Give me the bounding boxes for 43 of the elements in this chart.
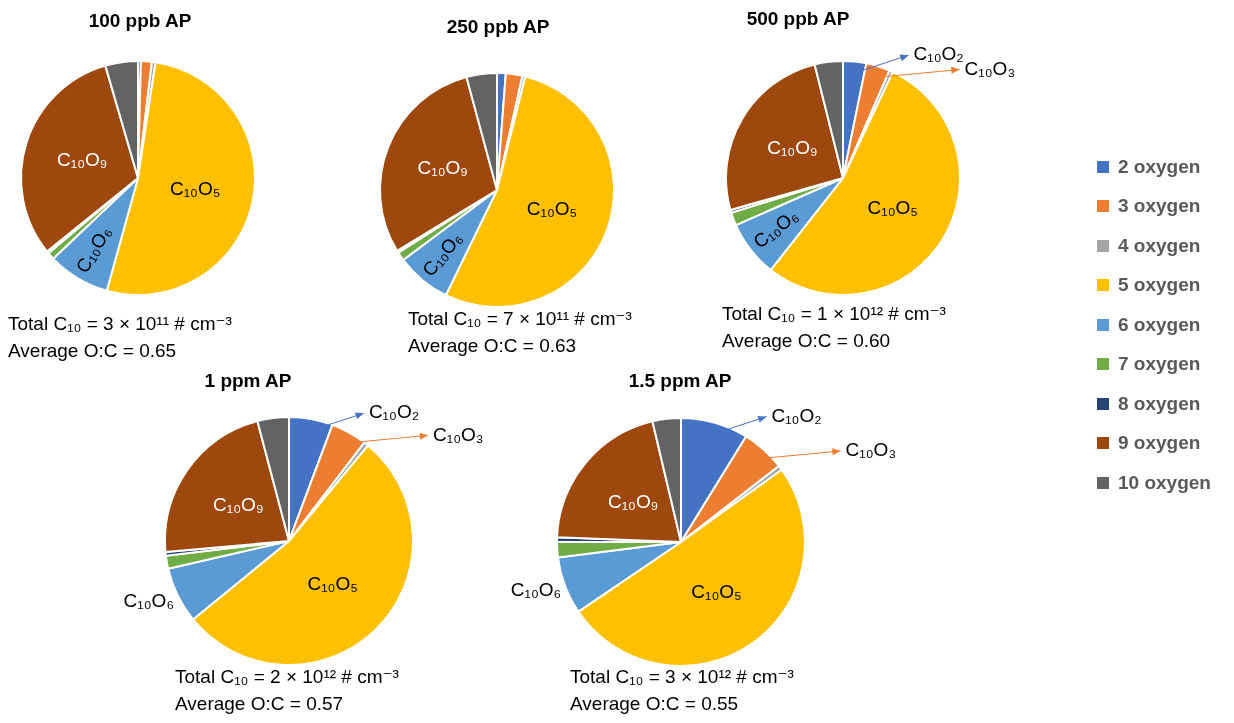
text: C₁₀O₂ [771,404,822,426]
text: Average O:C = 0.57 [175,693,344,715]
text: C₁₀O₆ [749,204,803,253]
text: C₁₀O₃ [433,423,484,445]
text: C₁₀O₃ [964,57,1016,79]
text: Total C₁₀ = 3 × 10¹¹ # cm⁻³ [8,313,232,335]
text: Average O:C = 0.65 [8,340,177,362]
text: C₁₀O₉ [607,490,659,512]
text: C₁₀O₉ [213,493,264,515]
text: Total C₁₀ = 7 × 10¹¹ # cm⁻³ [408,308,632,330]
text: Total C₁₀ = 1 × 10¹² # cm⁻³ [722,303,946,325]
text: Total C₁₀ = 3 × 10¹² # cm⁻³ [570,666,794,688]
text: C₁₀O₅ [169,178,221,200]
text: Average O:C = 0.55 [570,693,739,715]
chart-title: 1.5 ppm AP [628,370,732,392]
legend-label: 3 oxygen [1118,195,1201,218]
text: C₁₀O₉ [417,156,468,178]
text: C₁₀O₉ [57,148,108,170]
legend-label: 10 oxygen [1118,471,1211,494]
text: Average O:C = 0.63 [408,335,577,357]
legend-label: 8 oxygen [1118,392,1201,415]
legend-label: 5 oxygen [1118,274,1201,297]
chart-title: 1 ppm AP [204,370,292,392]
legend-label: 6 oxygen [1118,313,1201,336]
text: Average O:C = 0.60 [722,330,891,352]
chart-title: 500 ppb AP [746,8,850,30]
text: C₁₀O₅ [526,198,578,220]
text: C₁₀O₅ [867,196,919,218]
legend-label: 9 oxygen [1118,432,1201,455]
legend-label: 4 oxygen [1118,234,1201,257]
text: C₁₀O₅ [307,573,358,595]
text: Total C₁₀ = 2 × 10¹² # cm⁻³ [175,666,399,688]
chart-title: 100 ppb AP [88,10,192,32]
legend-label: 7 oxygen [1118,353,1201,376]
text: C₁₀O₂ [913,43,964,65]
text: C₁₀O₉ [767,136,818,158]
chart-title: 250 ppb AP [446,16,550,38]
text: C₁₀O₂ [368,401,420,423]
text: C₁₀O₆ [123,589,175,611]
text: C₁₀O₃ [845,439,897,461]
text: C₁₀O₅ [691,581,742,603]
legend-label: 2 oxygen [1118,155,1201,178]
text: C₁₀O₆ [510,579,562,601]
